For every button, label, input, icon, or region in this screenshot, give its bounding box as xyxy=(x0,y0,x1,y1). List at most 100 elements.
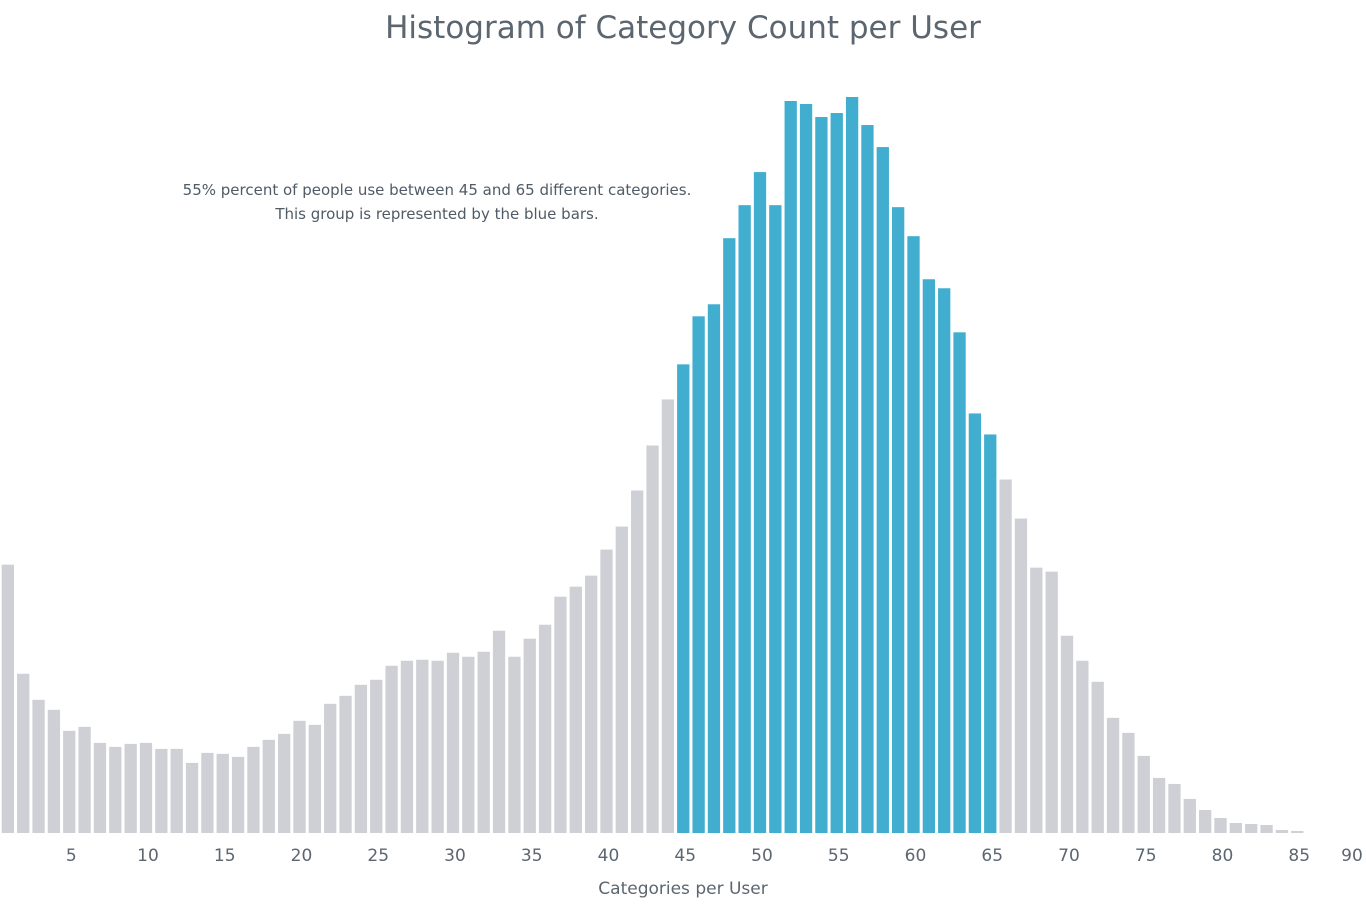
bar-38 xyxy=(569,586,582,833)
bar-21 xyxy=(308,724,321,833)
bar-16 xyxy=(231,756,245,833)
bar-49 xyxy=(738,205,751,833)
x-tick-labels: 5 10 15 20 25 30 35 40 45 50 55 60 65 70 75 80 85 90 xyxy=(66,846,1363,866)
bar-37 xyxy=(554,596,567,833)
bar-12 xyxy=(170,748,183,833)
x-tick-85: 85 xyxy=(1288,846,1310,866)
x-axis-title: Categories per User xyxy=(598,879,767,899)
bar-28 xyxy=(416,659,429,833)
x-tick-80: 80 xyxy=(1212,846,1234,866)
bar-84 xyxy=(1275,830,1289,833)
bar-47 xyxy=(707,304,721,833)
chart-title: Histogram of Category Count per User xyxy=(385,10,981,46)
bar-33 xyxy=(492,630,506,833)
bar-79 xyxy=(1199,809,1212,833)
bar-10 xyxy=(139,742,153,833)
bar-15 xyxy=(216,753,229,833)
bar-20 xyxy=(293,720,306,833)
annotation-line-2: This group is represented by the blue ba… xyxy=(275,205,599,223)
bar-80 xyxy=(1214,817,1227,833)
bar-1 xyxy=(1,564,15,833)
bar-53 xyxy=(799,104,813,833)
bar-58 xyxy=(876,147,889,833)
bar-29 xyxy=(431,660,444,833)
x-tick-75: 75 xyxy=(1135,846,1157,866)
bar-32 xyxy=(477,651,490,833)
bar-19 xyxy=(278,733,291,833)
bar-13 xyxy=(185,762,199,833)
bar-64 xyxy=(968,413,982,833)
bar-31 xyxy=(462,656,475,833)
x-tick-35: 35 xyxy=(521,846,543,866)
x-tick-70: 70 xyxy=(1058,846,1080,866)
x-tick-60: 60 xyxy=(905,846,927,866)
x-tick-55: 55 xyxy=(828,846,850,866)
bar-52 xyxy=(784,101,797,833)
x-tick-5: 5 xyxy=(66,846,77,866)
bar-7 xyxy=(93,742,107,833)
bar-17 xyxy=(247,746,260,833)
chart-annotation: 55% percent of people use between 45 and… xyxy=(137,178,737,226)
bar-48 xyxy=(723,238,736,833)
bar-41 xyxy=(615,526,628,833)
bar-9 xyxy=(124,743,137,833)
bar-25 xyxy=(370,679,383,833)
x-tick-90: 90 xyxy=(1341,846,1363,866)
bar-85 xyxy=(1291,831,1304,833)
bar-67 xyxy=(1014,518,1028,833)
bar-4 xyxy=(47,709,61,833)
bar-83 xyxy=(1260,824,1273,833)
x-tick-50: 50 xyxy=(751,846,773,866)
bar-62 xyxy=(938,288,951,833)
bar-6 xyxy=(78,726,91,833)
bar-40 xyxy=(600,549,613,833)
bar-82 xyxy=(1245,823,1258,833)
bar-30 xyxy=(446,652,460,833)
bar-5 xyxy=(63,730,76,833)
bar-34 xyxy=(508,656,521,833)
bar-27 xyxy=(400,660,414,833)
bar-71 xyxy=(1076,660,1089,833)
x-tick-30: 30 xyxy=(444,846,466,866)
bar-75 xyxy=(1137,755,1150,833)
bar-76 xyxy=(1152,777,1166,833)
bar-23 xyxy=(339,695,352,833)
bar-81 xyxy=(1229,822,1242,833)
bar-46 xyxy=(692,316,705,833)
bar-63 xyxy=(953,332,966,833)
bar-77 xyxy=(1168,783,1181,833)
bar-50 xyxy=(753,172,767,834)
bar-78 xyxy=(1183,798,1196,833)
bar-44 xyxy=(661,399,675,833)
bar-74 xyxy=(1122,732,1135,833)
bar-42 xyxy=(631,490,644,833)
bar-8 xyxy=(109,746,122,833)
bar-55 xyxy=(830,113,843,833)
bar-59 xyxy=(892,207,905,833)
bar-72 xyxy=(1091,681,1104,833)
bar-69 xyxy=(1045,571,1058,833)
bar-54 xyxy=(815,117,828,833)
bar-26 xyxy=(385,665,398,833)
bar-70 xyxy=(1060,635,1074,833)
bars-group xyxy=(1,97,1304,834)
bar-65 xyxy=(984,434,997,833)
x-tick-40: 40 xyxy=(598,846,620,866)
bar-22 xyxy=(324,703,337,833)
bar-61 xyxy=(922,279,935,833)
bar-68 xyxy=(1030,567,1043,833)
bar-39 xyxy=(585,575,598,833)
bar-45 xyxy=(677,364,690,833)
bar-24 xyxy=(354,684,368,833)
bar-11 xyxy=(155,748,168,833)
x-tick-65: 65 xyxy=(981,846,1003,866)
bar-2 xyxy=(17,673,30,833)
annotation-line-1: 55% percent of people use between 45 and… xyxy=(182,181,692,199)
bar-3 xyxy=(32,699,45,833)
bar-14 xyxy=(201,752,214,833)
x-tick-15: 15 xyxy=(214,846,236,866)
x-tick-10: 10 xyxy=(137,846,159,866)
bar-51 xyxy=(769,205,782,833)
bar-73 xyxy=(1106,717,1120,833)
